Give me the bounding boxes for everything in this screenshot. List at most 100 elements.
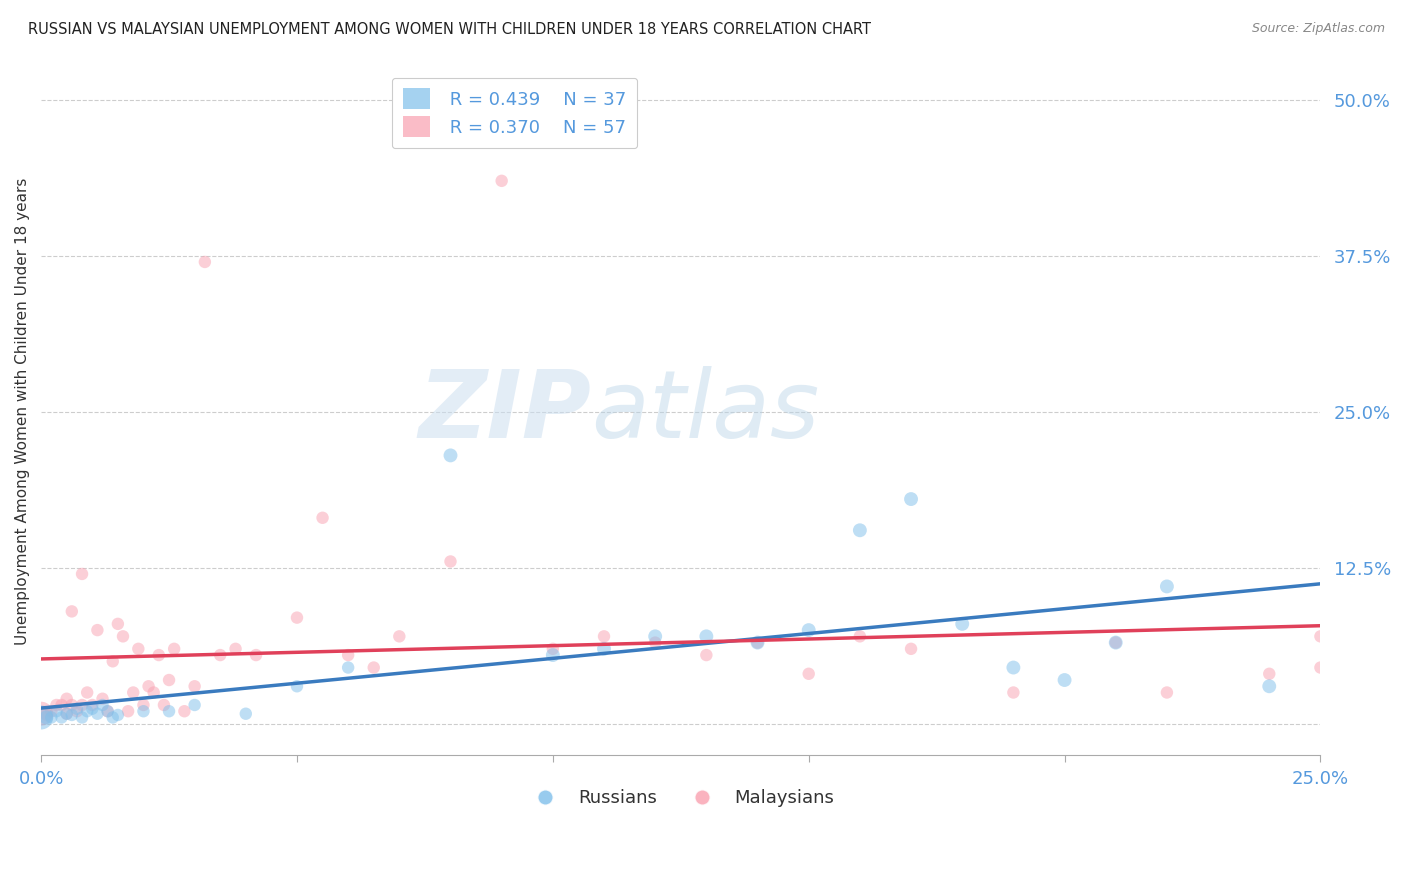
Point: [1258, 679, 1281, 693]
Point: [1002, 685, 1025, 699]
Point: [91, 698, 114, 712]
Text: Source: ZipAtlas.com: Source: ZipAtlas.com: [1251, 22, 1385, 36]
Point: [127, 641, 149, 656]
Point: [148, 648, 170, 662]
Point: [337, 660, 360, 674]
Point: [439, 554, 461, 568]
Point: [235, 706, 257, 721]
Point: [51, 710, 73, 724]
Point: [1156, 579, 1178, 593]
Point: [1105, 635, 1128, 649]
Point: [363, 660, 385, 674]
Point: [60, 708, 83, 723]
Point: [900, 491, 922, 506]
Point: [173, 704, 195, 718]
Point: [1258, 666, 1281, 681]
Point: [747, 635, 769, 649]
Point: [107, 708, 129, 723]
Point: [82, 698, 104, 712]
Point: [439, 449, 461, 463]
Point: [35, 710, 58, 724]
Point: [209, 648, 232, 662]
Point: [491, 174, 513, 188]
Point: [695, 648, 717, 662]
Point: [388, 629, 411, 643]
Point: [45, 698, 67, 712]
Point: [311, 510, 333, 524]
Point: [55, 706, 77, 721]
Point: [153, 698, 176, 712]
Point: [849, 523, 872, 537]
Point: [1053, 673, 1076, 687]
Point: [111, 629, 134, 643]
Point: [183, 698, 205, 712]
Point: [76, 685, 98, 699]
Point: [797, 623, 820, 637]
Point: [900, 641, 922, 656]
Point: [41, 710, 63, 724]
Point: [797, 666, 820, 681]
Point: [1002, 660, 1025, 674]
Point: [70, 566, 93, 581]
Point: [45, 704, 67, 718]
Point: [747, 635, 769, 649]
Y-axis label: Unemployment Among Women with Children Under 18 years: Unemployment Among Women with Children U…: [15, 178, 30, 646]
Point: [41, 704, 63, 718]
Point: [183, 679, 205, 693]
Point: [1309, 660, 1331, 674]
Point: [97, 704, 120, 718]
Text: atlas: atlas: [591, 367, 820, 458]
Point: [950, 616, 973, 631]
Point: [86, 623, 108, 637]
Point: [541, 648, 564, 662]
Point: [66, 702, 89, 716]
Point: [51, 698, 73, 712]
Point: [644, 629, 666, 643]
Point: [285, 679, 308, 693]
Point: [122, 685, 145, 699]
Point: [245, 648, 267, 662]
Point: [593, 629, 616, 643]
Text: RUSSIAN VS MALAYSIAN UNEMPLOYMENT AMONG WOMEN WITH CHILDREN UNDER 18 YEARS CORRE: RUSSIAN VS MALAYSIAN UNEMPLOYMENT AMONG …: [28, 22, 872, 37]
Point: [35, 706, 58, 721]
Point: [66, 704, 89, 718]
Point: [1105, 635, 1128, 649]
Point: [30, 706, 52, 721]
Point: [337, 648, 360, 662]
Point: [1156, 685, 1178, 699]
Point: [157, 704, 180, 718]
Point: [541, 641, 564, 656]
Point: [132, 704, 155, 718]
Point: [1309, 629, 1331, 643]
Point: [60, 698, 83, 712]
Point: [163, 641, 186, 656]
Point: [695, 629, 717, 643]
Point: [86, 706, 108, 721]
Point: [194, 255, 217, 269]
Point: [82, 702, 104, 716]
Point: [101, 654, 124, 668]
Point: [157, 673, 180, 687]
Point: [55, 706, 77, 721]
Point: [117, 704, 139, 718]
Point: [138, 679, 160, 693]
Point: [76, 704, 98, 718]
Point: [55, 691, 77, 706]
Point: [30, 710, 52, 724]
Point: [107, 616, 129, 631]
Point: [849, 629, 872, 643]
Point: [225, 641, 247, 656]
Point: [70, 710, 93, 724]
Point: [101, 710, 124, 724]
Point: [60, 604, 83, 618]
Point: [132, 698, 155, 712]
Point: [97, 704, 120, 718]
Legend: Russians, Malaysians: Russians, Malaysians: [520, 782, 841, 814]
Point: [644, 635, 666, 649]
Point: [593, 641, 616, 656]
Point: [91, 691, 114, 706]
Point: [70, 698, 93, 712]
Point: [142, 685, 165, 699]
Text: ZIP: ZIP: [419, 366, 591, 458]
Point: [285, 610, 308, 624]
